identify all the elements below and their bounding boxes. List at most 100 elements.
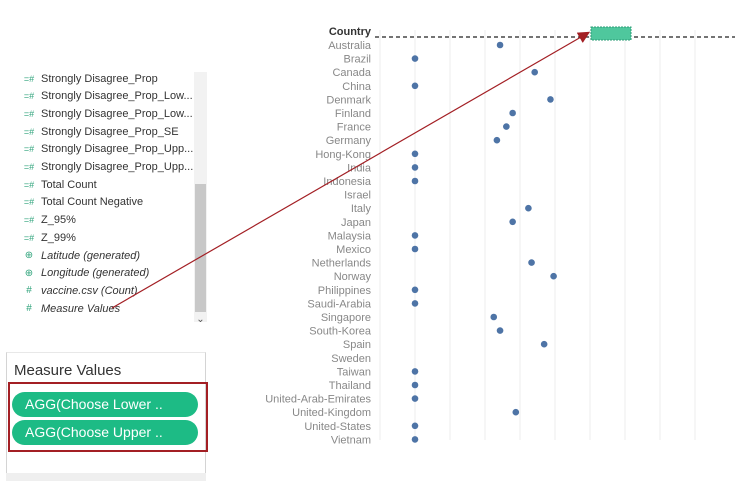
- country-label: Vietnam: [331, 434, 371, 446]
- data-point-spain[interactable]: [540, 340, 548, 348]
- calc-measure-icon: =#: [23, 197, 35, 208]
- measure-pill-choose-upper[interactable]: AGG(Choose Upper ..: [12, 420, 198, 445]
- data-point-united-kingdom[interactable]: [512, 408, 520, 416]
- calc-measure-icon: =#: [23, 232, 35, 243]
- country-label: South-Korea: [309, 326, 372, 338]
- drag-arrow: [111, 31, 591, 309]
- data-point-taiwan[interactable]: [411, 368, 419, 375]
- field-item-label: Measure Values: [41, 302, 121, 315]
- field-item-label: Strongly Disagree_Prop_Upp...: [41, 161, 194, 173]
- field-item[interactable]: =# Strongly Disagree_Prop_SE: [22, 123, 179, 140]
- data-point-india[interactable]: [411, 164, 419, 171]
- data-point-japan[interactable]: [509, 218, 516, 226]
- calc-measure-icon: =#: [23, 108, 35, 119]
- field-item-label: Longitude (generated): [41, 267, 150, 280]
- field-item-label: Strongly Disagree_Prop_Low...: [41, 107, 193, 120]
- data-point-hong-kong[interactable]: [411, 150, 419, 158]
- data-point-saudi-arabia[interactable]: [411, 300, 419, 307]
- country-label: Brazil: [343, 54, 371, 66]
- scrollbar-thumb[interactable]: [195, 184, 206, 312]
- country-label: Spain: [343, 339, 371, 351]
- field-item[interactable]: =# Strongly Disagree_Prop_Upp...: [22, 159, 193, 176]
- field-item-label: Total Count Negative: [41, 196, 144, 209]
- field-item[interactable]: =# Strongly Disagree_Prop_Low...: [22, 105, 193, 122]
- data-point-australia[interactable]: [496, 41, 504, 49]
- field-item-label: Z_99%: [41, 231, 76, 244]
- globe-icon: ⊕: [24, 267, 34, 279]
- data-point-canada[interactable]: [531, 68, 538, 76]
- field-list-scrollbar[interactable]: ⌄: [194, 72, 207, 325]
- field-item[interactable]: =# Strongly Disagree_Prop_Upp...: [22, 141, 193, 158]
- data-point-south-korea[interactable]: [496, 327, 504, 334]
- country-label: Japan: [341, 217, 371, 229]
- country-label: Mexico: [336, 244, 371, 256]
- measure-pill-choose-lower[interactable]: AGG(Choose Lower ..: [12, 392, 198, 417]
- field-item[interactable]: =# Strongly Disagree_Prop_Low...: [22, 88, 193, 105]
- data-point-france[interactable]: [503, 123, 510, 130]
- field-item-label: Total Count: [41, 178, 97, 191]
- data-point-finland[interactable]: [509, 109, 516, 117]
- calc-measure-icon: =#: [23, 91, 35, 102]
- country-label: Netherlands: [312, 258, 372, 270]
- field-item[interactable]: ⊕ Longitude (generated): [22, 265, 149, 282]
- data-point-mexico[interactable]: [411, 245, 419, 253]
- data-point-italy[interactable]: [525, 204, 532, 212]
- data-point-united-states[interactable]: [411, 422, 419, 430]
- field-item[interactable]: =# Z_95%: [22, 212, 76, 229]
- field-item[interactable]: # vaccine.csv (Count): [22, 282, 138, 299]
- drop-target-indicator[interactable]: [590, 26, 632, 41]
- data-point-netherlands[interactable]: [528, 259, 535, 266]
- field-item-label: Strongly Disagree_Prop_Upp...: [41, 143, 194, 156]
- calc-measure-icon: =#: [23, 179, 35, 190]
- field-item[interactable]: # Measure Values: [22, 300, 120, 317]
- country-label: Philippines: [318, 285, 372, 297]
- hash-icon: #: [26, 285, 32, 297]
- calc-measure-icon: =#: [23, 144, 35, 155]
- field-item-label: vaccine.csv (Count): [41, 284, 138, 297]
- country-label: Malaysia: [328, 230, 372, 242]
- country-label: United-Kingdom: [292, 407, 371, 419]
- data-point-germany[interactable]: [493, 136, 501, 144]
- country-label: Germany: [326, 135, 372, 147]
- field-item[interactable]: ⊕ Latitude (generated): [22, 247, 140, 264]
- calc-measure-icon: =#: [23, 73, 35, 84]
- data-point-brazil[interactable]: [411, 55, 419, 62]
- data-point-indonesia[interactable]: [411, 177, 419, 185]
- field-item[interactable]: =# Strongly Disagree_Prop: [22, 70, 158, 87]
- field-item[interactable]: =# Total Count Negative: [22, 194, 143, 211]
- globe-icon: ⊕: [24, 250, 34, 261]
- data-point-philippines[interactable]: [411, 286, 419, 294]
- data-point-china[interactable]: [411, 82, 419, 90]
- field-item-label: Latitude (generated): [41, 249, 141, 262]
- measure-values-highlight-box: [8, 382, 208, 452]
- data-point-vietnam[interactable]: [411, 436, 419, 443]
- hash-icon: #: [26, 303, 32, 315]
- country-label: France: [337, 122, 371, 134]
- data-point-denmark[interactable]: [547, 96, 554, 103]
- scroll-down-icon[interactable]: ⌄: [196, 314, 205, 325]
- data-point-united-arab-emirates[interactable]: [411, 395, 419, 402]
- calc-measure-icon: =#: [23, 162, 35, 172]
- country-label: China: [342, 81, 372, 93]
- calc-measure-icon: =#: [23, 215, 35, 226]
- card-bottom-strip: [6, 473, 206, 481]
- field-item[interactable]: =# Z_99%: [22, 229, 76, 246]
- calc-measure-icon: =#: [23, 126, 35, 137]
- data-point-singapore[interactable]: [490, 313, 498, 321]
- country-label: Taiwan: [337, 366, 371, 378]
- country-label: Finland: [335, 108, 371, 120]
- data-pane-field-list: =# Strongly Disagree_Prop =# Strongly Disag…: [0, 70, 208, 322]
- data-point-thailand[interactable]: [411, 381, 419, 389]
- measure-values-title: Measure Values: [14, 362, 122, 379]
- country-label: Norway: [334, 271, 372, 283]
- data-point-malaysia[interactable]: [411, 232, 419, 239]
- country-row-header: Country: [329, 26, 372, 38]
- field-item[interactable]: =# Total Count: [22, 176, 97, 193]
- country-label: Sweden: [331, 353, 371, 365]
- field-item-label: Strongly Disagree_Prop_SE: [41, 125, 179, 138]
- country-label: United-States: [304, 421, 371, 433]
- country-label: United-Arab-Emirates: [265, 394, 371, 406]
- country-label: Denmark: [326, 94, 371, 106]
- data-point-norway[interactable]: [550, 272, 557, 280]
